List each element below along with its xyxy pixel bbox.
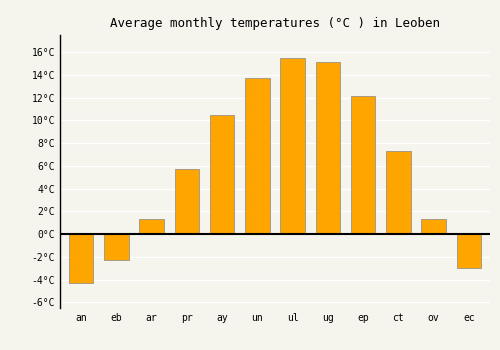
Bar <box>316 62 340 234</box>
Bar <box>280 58 305 234</box>
Bar <box>104 234 128 260</box>
Bar <box>140 219 164 234</box>
Bar <box>351 97 376 234</box>
Bar <box>456 234 481 268</box>
Bar <box>386 151 410 234</box>
Bar <box>174 169 199 234</box>
Bar <box>69 234 94 283</box>
Bar <box>245 78 270 234</box>
Bar <box>210 115 234 234</box>
Bar <box>422 219 446 234</box>
Title: Average monthly temperatures (°C ) in Leoben: Average monthly temperatures (°C ) in Le… <box>110 17 440 30</box>
